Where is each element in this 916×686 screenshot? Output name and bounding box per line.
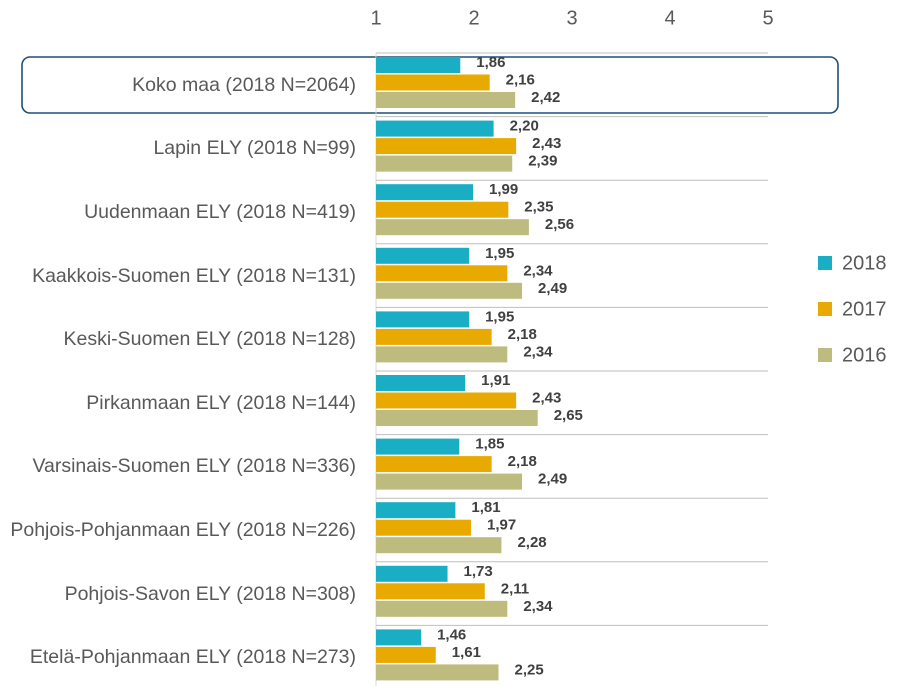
x-tick-label: 3 <box>566 7 577 29</box>
category-label: Uudenmaan ELY (2018 N=419) <box>84 201 356 223</box>
bar <box>376 600 508 617</box>
legend-label: 2016 <box>842 344 887 366</box>
bar <box>376 57 461 73</box>
value-label: 2,18 <box>508 326 537 343</box>
bar <box>376 519 472 536</box>
bar <box>376 629 422 646</box>
value-label: 2,34 <box>523 262 553 279</box>
value-label: 2,49 <box>538 471 567 488</box>
category-label: Varsinais-Suomen ELY (2018 N=336) <box>32 455 356 478</box>
bar <box>376 392 517 409</box>
value-label: 2,11 <box>501 580 529 597</box>
bar <box>376 311 470 328</box>
value-label: 2,39 <box>528 153 557 170</box>
x-tick-label: 4 <box>664 7 675 29</box>
bar <box>376 664 499 681</box>
bar <box>376 456 492 473</box>
value-label: 2,43 <box>532 135 561 152</box>
value-label: 2,49 <box>538 280 567 297</box>
value-label: 1,91 <box>481 372 510 389</box>
legend-swatch <box>818 348 832 362</box>
bar <box>376 74 490 91</box>
value-label: 2,16 <box>506 71 535 88</box>
bar <box>376 92 516 108</box>
value-label: 2,65 <box>554 407 583 424</box>
value-label: 2,34 <box>523 598 553 615</box>
value-label: 1,97 <box>487 517 516 534</box>
value-label: 2,34 <box>523 343 553 360</box>
value-label: 1,73 <box>464 563 493 580</box>
bar <box>376 184 474 201</box>
bar <box>376 346 508 363</box>
bar <box>376 565 448 582</box>
bar <box>376 265 508 282</box>
bar <box>376 375 466 391</box>
bar <box>376 282 523 299</box>
legend-swatch <box>818 256 832 270</box>
value-label: 1,61 <box>452 644 481 661</box>
value-label: 1,95 <box>485 245 514 262</box>
category-label: Pirkanmaan ELY (2018 N=144) <box>86 391 356 414</box>
value-label: 1,46 <box>437 626 466 643</box>
category-label: Lapin ELY (2018 N=99) <box>153 137 356 160</box>
bar <box>376 138 517 155</box>
category-label: Etelä-Pohjanmaan ELY (2018 N=273) <box>29 646 356 669</box>
bar <box>376 502 456 519</box>
bar <box>376 583 485 600</box>
bar <box>376 537 502 554</box>
value-label: 2,20 <box>510 118 539 135</box>
legend-swatch <box>818 302 832 316</box>
bar <box>376 219 529 236</box>
category-label: Pohjois-Savon ELY (2018 N=308) <box>64 582 356 605</box>
bar <box>376 438 460 455</box>
category-label: Keski-Suomen ELY (2018 N=128) <box>63 328 357 351</box>
x-tick-label: 5 <box>762 7 773 29</box>
category-label: Pohjois-Pohjanmaan ELY (2018 N=226) <box>10 519 356 541</box>
legend-label: 2018 <box>842 252 887 274</box>
bar <box>376 328 492 345</box>
bar <box>376 120 494 137</box>
value-label: 2,43 <box>532 389 561 406</box>
x-tick-label: 2 <box>468 7 479 29</box>
value-label: 1,95 <box>485 308 514 325</box>
bar <box>376 201 509 218</box>
x-tick-label: 1 <box>370 7 381 29</box>
value-label: 1,85 <box>475 436 504 453</box>
legend-label: 2017 <box>842 298 887 320</box>
bar <box>376 410 538 426</box>
bar <box>376 155 513 172</box>
bar <box>376 646 436 663</box>
value-label: 2,56 <box>545 216 574 233</box>
bar <box>376 473 523 490</box>
value-label: 2,25 <box>515 661 544 678</box>
value-label: 2,35 <box>524 199 553 216</box>
bar <box>376 247 470 264</box>
value-label: 1,86 <box>476 54 505 71</box>
value-label: 2,18 <box>508 453 537 470</box>
value-label: 1,81 <box>471 499 500 516</box>
value-label: 2,42 <box>531 89 560 106</box>
category-label: Koko maa (2018 N=2064) <box>132 73 356 96</box>
category-label: Kaakkois-Suomen ELY (2018 N=131) <box>32 264 356 287</box>
value-label: 2,28 <box>517 534 546 551</box>
value-label: 1,99 <box>489 181 518 198</box>
